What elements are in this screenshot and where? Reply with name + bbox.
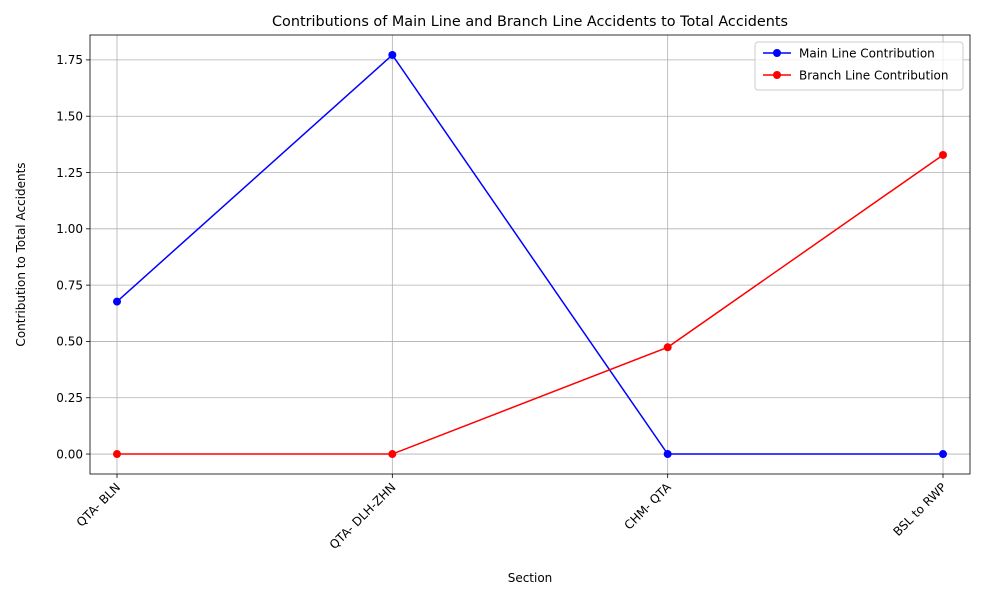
x-tick-label: BSL to RWP <box>890 480 949 539</box>
data-point <box>113 450 121 459</box>
data-point <box>663 343 672 352</box>
data-point <box>663 450 672 459</box>
chart-title: Contributions of Main Line and Branch Li… <box>272 14 788 30</box>
legend-label-main: Main Line Contribution <box>799 47 935 61</box>
data-point <box>388 50 397 59</box>
legend-marker-main <box>773 49 781 57</box>
data-point <box>113 297 121 306</box>
plot-frame <box>89 34 971 475</box>
x-tick-label: CHM- QTA <box>621 480 674 533</box>
data-point <box>939 150 947 159</box>
y-tick-label: 1.00 <box>56 222 83 236</box>
legend-marker-branch <box>773 71 781 79</box>
y-tick-label: 0.75 <box>56 278 83 292</box>
series-line-1 <box>117 154 944 455</box>
x-tick-label: QTA- DLH-ZHN <box>327 480 399 552</box>
grid-layer <box>90 35 970 474</box>
tick-layer: QTA- BLN QTA- DLH-ZHN CHM- QTA BSL to RWP 0.… <box>56 53 949 552</box>
series-line-0 <box>116 53 943 455</box>
y-tick-label: 1.75 <box>56 53 83 67</box>
y-tick-label: 0.50 <box>56 335 83 349</box>
y-tick-label: 1.50 <box>56 110 83 124</box>
y-tick-label: 0.00 <box>56 447 83 461</box>
legend-label-branch: Branch Line Contribution <box>799 69 948 83</box>
y-tick-label: 1.25 <box>56 166 83 180</box>
data-point <box>939 450 947 459</box>
y-axis-label: Contribution to Total Accidents <box>14 162 28 346</box>
x-axis-label: Section <box>508 571 553 585</box>
legend-box <box>754 41 964 91</box>
data-point <box>388 450 397 459</box>
x-tick-label: QTA- BLN <box>74 480 123 529</box>
series-layer <box>113 50 947 459</box>
legend: Main Line Contribution Branch Line Contr… <box>754 41 964 91</box>
y-tick-label: 0.25 <box>56 391 83 405</box>
